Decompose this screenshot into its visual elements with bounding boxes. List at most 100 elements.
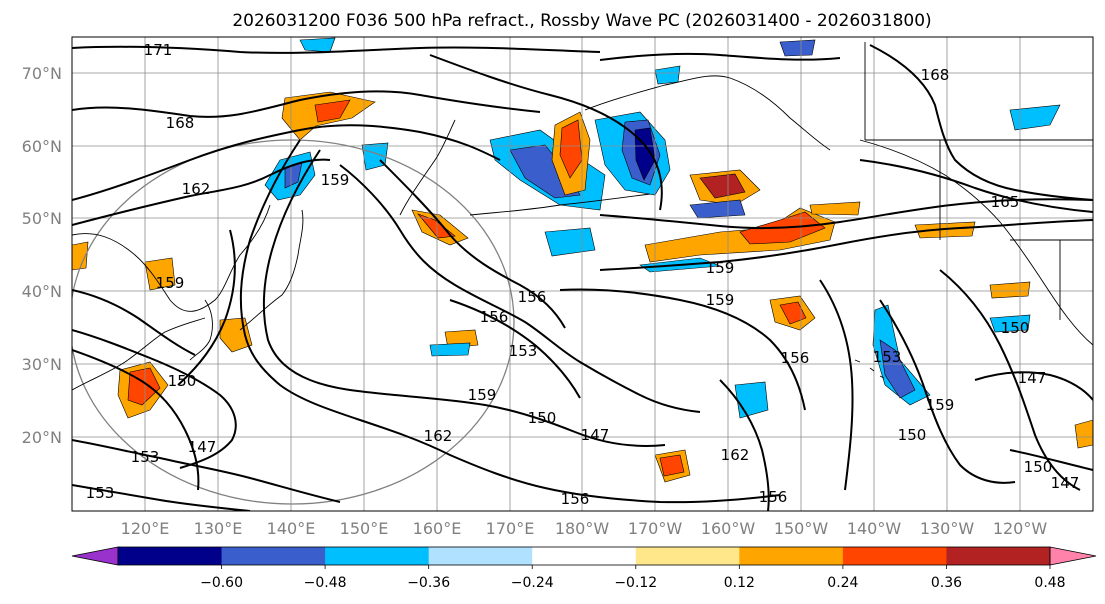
map-panel: 171 168 162 159 159 159 156 156 153 150 …	[72, 37, 1093, 511]
lat-tick-label: 40°N	[22, 282, 62, 301]
anomaly-patch	[1074, 419, 1093, 449]
contour-label: 156	[781, 349, 810, 367]
contour-label: 150	[1024, 458, 1053, 476]
contour-line	[339, 164, 701, 413]
colorbar-cell	[532, 547, 637, 565]
contour-label: 150	[528, 409, 557, 427]
contour-line	[72, 484, 251, 511]
contour-line	[72, 439, 341, 503]
contour-label: 159	[926, 396, 955, 414]
contour-label: 162	[424, 427, 453, 445]
anomaly-patch	[299, 37, 336, 53]
colorbar-cell	[221, 547, 326, 565]
coastline-alaska	[584, 75, 831, 151]
contour-label: 162	[721, 446, 750, 464]
colorbar-tick-label: −0.24	[511, 575, 554, 591]
coastline-korea	[189, 299, 213, 361]
coastline-hawaii	[854, 359, 885, 379]
colorbar-cell	[325, 547, 430, 565]
contour-label: 156	[561, 490, 590, 508]
lat-tick-label: 70°N	[22, 64, 62, 83]
contour-label: 153	[131, 448, 160, 466]
contour-label: 147	[1051, 474, 1080, 492]
contour-line	[599, 219, 1093, 271]
contour-label: 168	[166, 114, 195, 132]
contour-label: 162	[182, 180, 211, 198]
lat-tick-label: 20°N	[22, 428, 62, 447]
anomaly-patch	[779, 39, 816, 57]
anomaly-patch	[879, 339, 916, 399]
coastline-aleutians	[469, 193, 651, 216]
coastline-kamchatka	[399, 119, 456, 216]
figure-title: 2026031200 F036 500 hPa refract., Rossby…	[232, 11, 931, 31]
colorbar-outline	[117, 546, 1051, 566]
contour-line	[599, 198, 1093, 230]
lon-tick-label: 180°W	[555, 519, 610, 538]
lat-tick-label: 60°N	[22, 137, 62, 156]
anomaly-patch	[699, 173, 746, 199]
contour-line	[379, 159, 566, 329]
lon-tick-label: 130°E	[194, 519, 243, 538]
contour-line	[449, 299, 581, 399]
anomaly-patch	[72, 241, 89, 271]
contour-line	[177, 229, 236, 386]
contour-label: 156	[518, 288, 547, 306]
contour-line	[859, 159, 1093, 213]
anomaly-patch	[1009, 104, 1061, 131]
lon-axis: 120°E 130°E 140°E 150°E 160°E 170°E 180°…	[121, 519, 1048, 538]
contour-label: 159	[706, 291, 735, 309]
map-frame	[71, 36, 1094, 512]
lon-tick-label: 120°W	[993, 519, 1048, 538]
contour-label: 156	[759, 488, 788, 506]
contour-line	[599, 52, 841, 61]
contour-label: 150	[168, 372, 197, 390]
contour-line	[939, 269, 1081, 491]
colorbar-tick-label: −0.48	[304, 575, 347, 591]
lon-tick-label: 140°E	[267, 519, 316, 538]
contour-label: 159	[321, 171, 350, 189]
contour-label: 150	[898, 426, 927, 444]
contour-line	[72, 124, 501, 201]
anomaly-patch	[559, 119, 583, 179]
colorbar-cell	[118, 547, 223, 565]
colorbar-tick-label: 0.12	[724, 575, 755, 591]
lat-tick-label: 30°N	[22, 355, 62, 374]
colorbar-arrow-min	[71, 546, 119, 566]
contour-line	[974, 371, 1093, 401]
lon-tick-label: 160°W	[701, 519, 756, 538]
contour-label: 153	[86, 484, 115, 502]
coastline-bc	[859, 139, 1093, 346]
state-borders	[864, 42, 1093, 320]
contour-line	[559, 288, 806, 411]
contour-label: 147	[188, 438, 217, 456]
contour-line	[879, 299, 1016, 484]
contour-label: 153	[873, 348, 902, 366]
contour-line	[72, 349, 200, 491]
lon-tick-label: 170°W	[628, 519, 683, 538]
colorbar-tick-label: 0.24	[827, 575, 858, 591]
colorbar-cell	[635, 547, 740, 565]
lat-axis: 70°N 60°N 50°N 40°N 30°N 20°N	[22, 64, 62, 447]
contour-label: 147	[1018, 369, 1047, 387]
lon-tick-label: 150°E	[340, 519, 389, 538]
colorbar-tick-label: −0.36	[407, 575, 450, 591]
contour-line	[239, 139, 781, 504]
contour-line	[72, 329, 237, 469]
contour-label: 159	[156, 274, 185, 292]
lon-tick-label: 170°E	[486, 519, 535, 538]
contour-line	[1009, 449, 1093, 471]
lon-tick-label: 140°W	[847, 519, 902, 538]
contour-line	[72, 289, 196, 356]
lon-tick-label: 120°E	[121, 519, 170, 538]
contour-line	[72, 90, 541, 118]
anomaly-patch	[989, 281, 1031, 299]
anomaly-patch	[809, 201, 861, 216]
colorbar-cell	[739, 547, 844, 565]
anomaly-patch	[544, 227, 596, 257]
contour-label: 168	[921, 66, 950, 84]
contour-label: 147	[581, 426, 610, 444]
contour-line	[429, 54, 663, 211]
colorbar-tick-label: −0.60	[200, 575, 243, 591]
colorbar-cell	[946, 547, 1051, 565]
coastlines	[72, 42, 1093, 391]
